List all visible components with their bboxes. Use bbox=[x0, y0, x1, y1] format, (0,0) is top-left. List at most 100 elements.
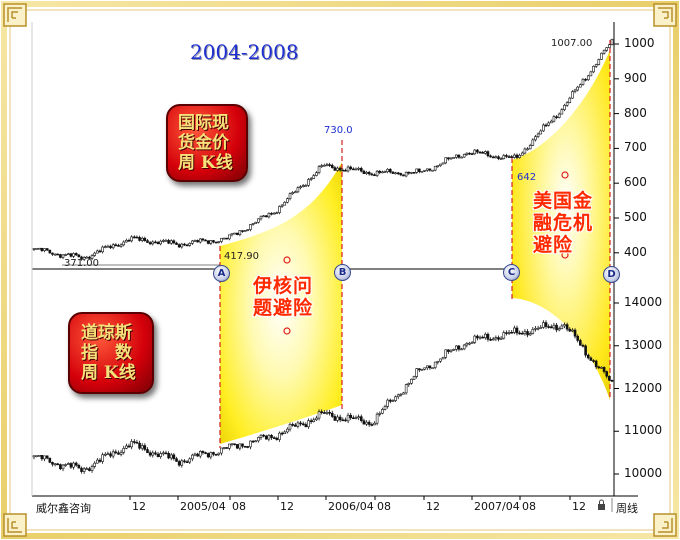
gold-candle bbox=[122, 241, 126, 246]
dow-candle bbox=[357, 416, 360, 419]
gold-candle bbox=[594, 64, 598, 67]
gold-axis-label: 700 bbox=[624, 140, 647, 155]
annotation-gold-d: 1007.00 bbox=[551, 38, 593, 49]
dow-candle bbox=[238, 443, 242, 449]
dow-candle bbox=[610, 379, 614, 382]
dow-candle bbox=[243, 446, 247, 448]
gold-candle bbox=[198, 238, 202, 243]
dow-candle bbox=[270, 435, 273, 438]
gold-candle bbox=[367, 172, 371, 175]
gold-candle bbox=[328, 164, 331, 166]
gold-candle bbox=[552, 116, 556, 122]
gold-candle bbox=[457, 154, 461, 158]
gold-candle bbox=[423, 169, 426, 172]
dow-candle bbox=[103, 453, 107, 456]
gold-candle bbox=[436, 165, 440, 167]
date-tick-label: 2005/04 bbox=[180, 500, 226, 513]
gold-candle bbox=[103, 246, 107, 248]
dow-candle bbox=[82, 468, 86, 472]
dow-candle bbox=[64, 464, 67, 466]
gold-candle bbox=[415, 168, 418, 173]
deco-dot bbox=[283, 327, 291, 335]
dow-candle bbox=[280, 432, 284, 435]
dow-candle bbox=[547, 326, 550, 328]
frame-corner-ornament-bl bbox=[3, 513, 27, 537]
gold-candle bbox=[180, 243, 184, 248]
gold-candle bbox=[140, 237, 144, 241]
dow-candle bbox=[51, 462, 54, 465]
dow-candle bbox=[534, 328, 537, 330]
dow-candle bbox=[399, 393, 403, 396]
gold-candle bbox=[520, 152, 524, 156]
dow-candle bbox=[156, 453, 160, 457]
dow-candle bbox=[563, 324, 566, 327]
lock-icon bbox=[598, 499, 605, 510]
gold-candle bbox=[43, 248, 46, 251]
gold-candle bbox=[608, 44, 611, 48]
dow-candle bbox=[497, 337, 500, 340]
gold-candle bbox=[35, 248, 38, 250]
gold-candle bbox=[563, 105, 566, 110]
dow-candle bbox=[592, 360, 595, 362]
gold-candle bbox=[507, 156, 511, 158]
gold-candle bbox=[476, 149, 479, 153]
gold-candle bbox=[96, 250, 99, 254]
dow-candle bbox=[53, 463, 57, 466]
dow-candle bbox=[539, 327, 543, 329]
gold-candle bbox=[117, 245, 120, 247]
gold-candle bbox=[130, 236, 133, 242]
dow-candle bbox=[470, 342, 474, 344]
deco-dot bbox=[561, 171, 569, 179]
gold-candle bbox=[449, 157, 453, 160]
dow-candle bbox=[370, 424, 374, 426]
gold-candle bbox=[460, 156, 463, 159]
gold-candle bbox=[233, 232, 236, 235]
dow-candle bbox=[241, 443, 244, 447]
dow-axis-label: 10000 bbox=[624, 466, 663, 480]
dow-candle bbox=[338, 416, 342, 421]
gold-candle bbox=[177, 244, 181, 248]
dow-candle bbox=[183, 460, 186, 463]
dow-candle bbox=[410, 378, 413, 384]
dow-candle bbox=[90, 466, 94, 471]
dow-candle bbox=[167, 453, 170, 459]
gold-candle bbox=[357, 167, 360, 170]
dow-candle bbox=[132, 441, 136, 443]
dow-candle bbox=[251, 440, 255, 443]
gold-candle bbox=[206, 240, 210, 244]
gold-candle bbox=[431, 169, 434, 172]
dow-candle bbox=[354, 417, 358, 420]
gold-candle bbox=[370, 173, 374, 176]
gold-candle bbox=[162, 240, 165, 242]
dow-candle bbox=[61, 464, 65, 470]
frame-corner-ornament-tr bbox=[653, 3, 677, 27]
dow-candle bbox=[106, 453, 110, 456]
dow-candle bbox=[462, 344, 466, 350]
gold-candle bbox=[336, 167, 339, 171]
annotation-gold-low: 371.00 bbox=[64, 258, 99, 269]
date-tick-label: 2007/04 bbox=[474, 500, 520, 513]
gold-candle bbox=[410, 172, 413, 174]
dow-candle bbox=[460, 348, 463, 351]
dow-candle bbox=[359, 416, 363, 421]
gold-candle bbox=[547, 122, 550, 126]
gold-candle bbox=[462, 154, 466, 158]
gold-axis-label: 400 bbox=[624, 244, 647, 259]
gold-candle bbox=[88, 256, 91, 259]
gold-candle bbox=[402, 174, 405, 177]
gold-candle bbox=[291, 192, 294, 195]
gold-candle bbox=[135, 236, 139, 239]
gold-candle bbox=[502, 155, 506, 159]
gold-candle bbox=[539, 130, 543, 135]
gold-candle bbox=[93, 252, 97, 256]
gold-candle bbox=[571, 91, 574, 99]
gold-candle bbox=[48, 249, 52, 254]
gold-candle bbox=[191, 240, 194, 244]
dow-candle bbox=[214, 454, 218, 456]
deco-dot bbox=[283, 256, 291, 264]
gold-candle bbox=[222, 237, 226, 240]
dow-candle bbox=[344, 419, 347, 422]
gold-candle bbox=[175, 242, 178, 245]
gold-candle bbox=[344, 169, 347, 172]
gold-candle bbox=[486, 151, 490, 157]
